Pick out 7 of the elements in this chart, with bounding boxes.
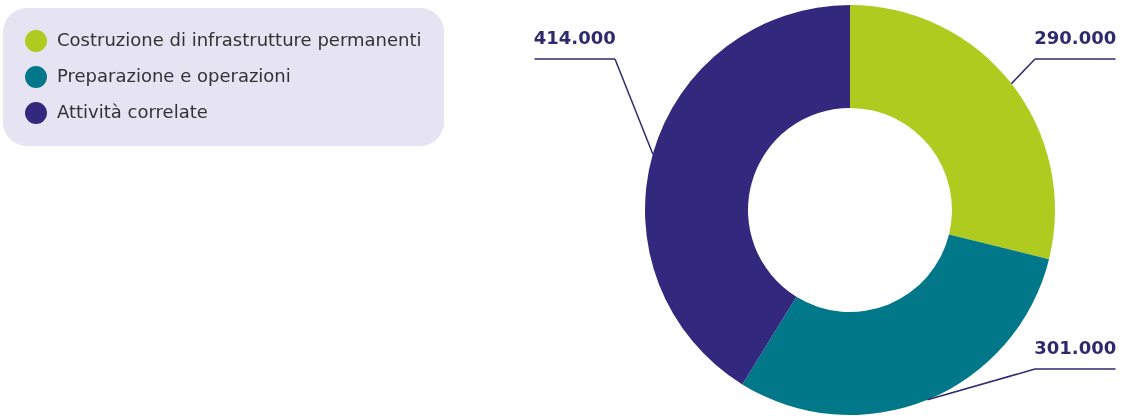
data-label: 414.000: [533, 27, 616, 48]
legend-label: Attività correlate: [57, 101, 208, 122]
donut-slice: [645, 5, 850, 385]
data-label: 290.000: [1034, 27, 1117, 48]
data-label: 301.000: [1034, 337, 1117, 358]
legend-label: Preparazione e operazioni: [57, 65, 291, 86]
legend-label: Costruzione di infrastrutture permanenti: [57, 29, 422, 50]
